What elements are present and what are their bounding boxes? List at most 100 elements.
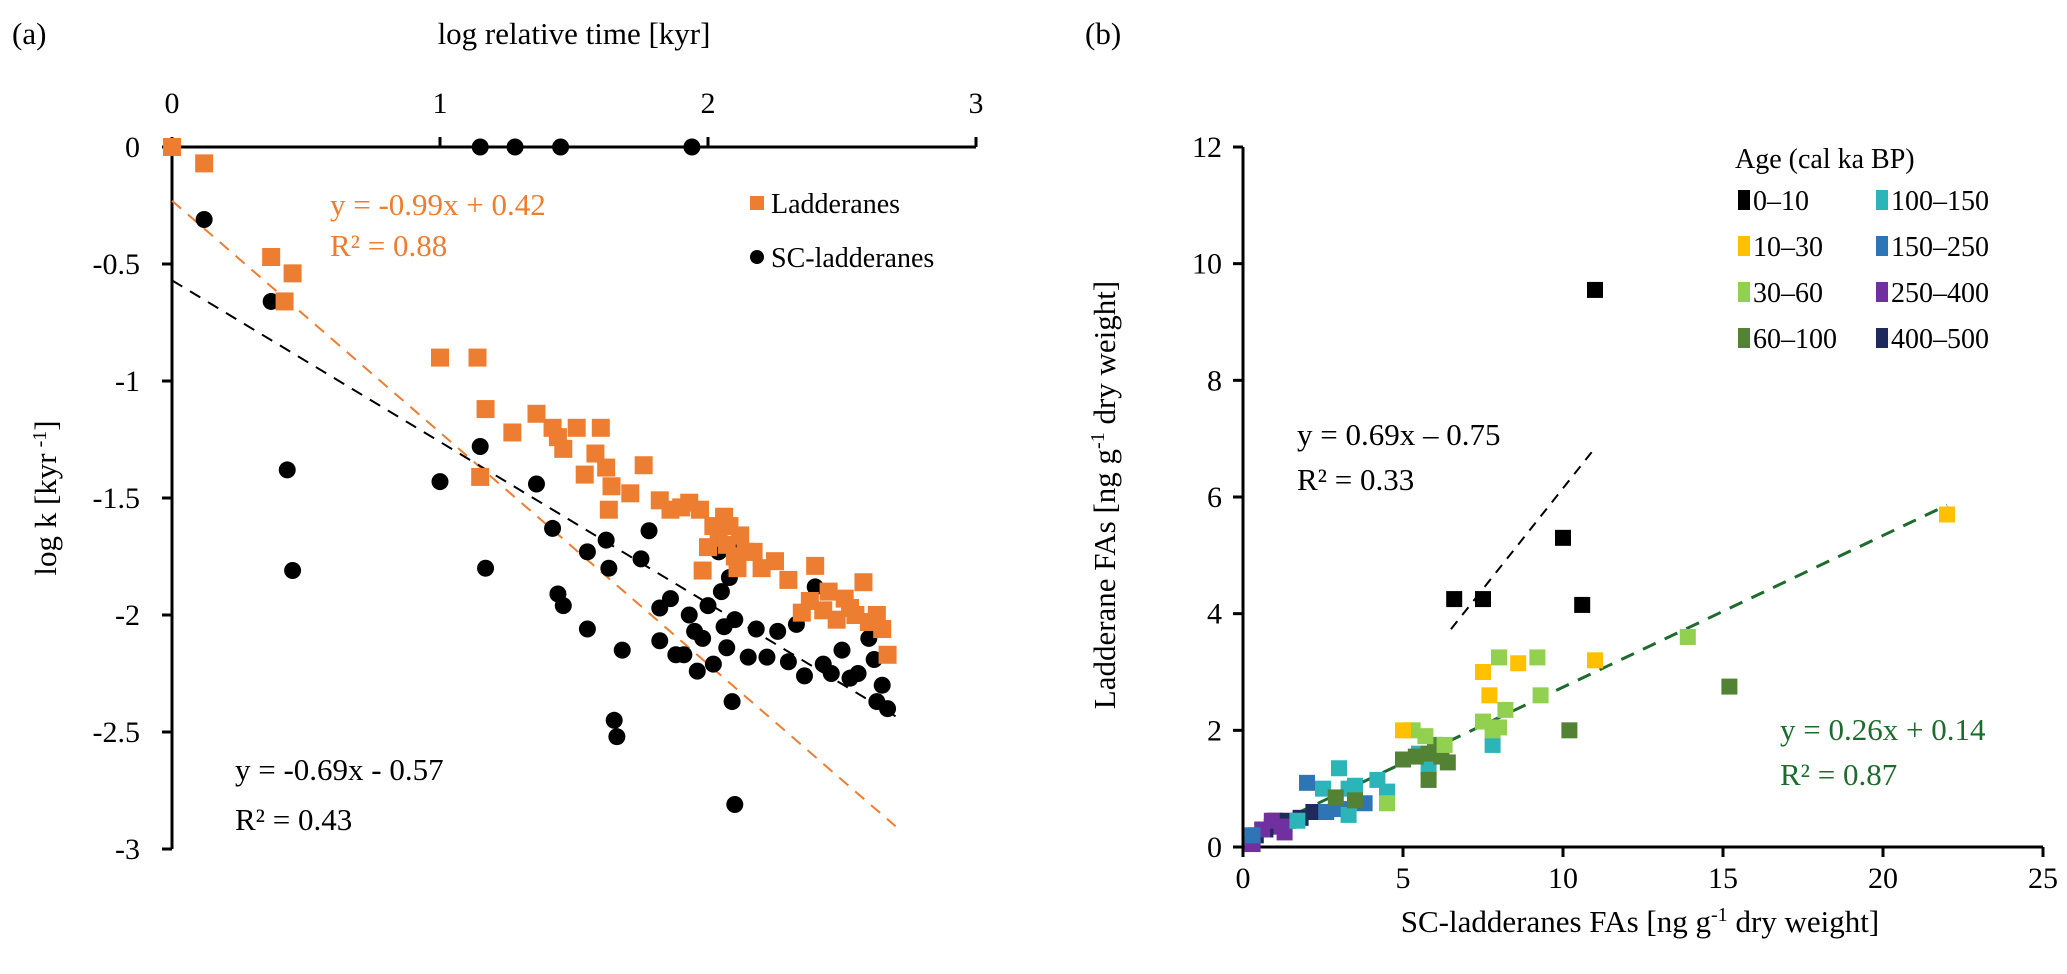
panel-b-x-tick-label: 15 [1708,862,1738,895]
panel-b-y-tick-label: 8 [1207,364,1222,397]
panel-b-point-10-30 [1587,652,1603,669]
panel-a-ladderanes-point [527,404,546,423]
panel-b-point-100-150 [1347,777,1363,794]
panel-a-sc-ladderanes-point [699,597,717,615]
panel-a-sc-ladderanes-point [597,531,615,549]
panel-a-sc-ladderanes-point [471,438,489,456]
panel-b-x-axis-title: SC-ladderanes FAs [ng g-1 dry weight] [1401,904,1879,939]
panel-a-sc-ladderanes-point [195,211,213,229]
panel-a-y-tick-label: -0.5 [93,248,141,281]
panel-a-sc-ladderanes-point [278,461,296,479]
panel-b-x-axis-title-end: dry weight] [1728,904,1880,939]
panel-b-x-axis-title-main: SC-ladderanes FAs [ng g [1401,904,1711,939]
panel-b-y-tick-label: 6 [1207,481,1222,514]
panel-b-point-60-100 [1407,748,1424,765]
panel-a-y-tick-label: 0 [125,131,140,164]
panel-a-sc-r2: R² = 0.43 [235,802,352,837]
panel-a-sc-ladderanes-point [704,655,722,673]
panel-b-x-axis-title-sup: -1 [1711,904,1728,926]
panel-a-sc-ladderanes-point [578,543,596,561]
panel-a-sc-ladderanes-point [640,522,658,540]
panel-b-point-30-60 [1436,736,1453,753]
panel-a-x-tick-label: 3 [969,87,984,120]
panel-a-x-tick-label: 2 [701,87,716,120]
panel-b-point-10-30 [1475,664,1491,680]
panel-a-sc-ladderanes-point [605,711,623,729]
panel-a-ladderanes-point [431,348,449,367]
panel-a-sc-ladderanes-point [262,292,280,310]
panel-a-sc-ladderanes-point [718,639,736,657]
panel-a-ladderanes-point [468,348,487,367]
panel-a-y-tick-label: -2 [115,599,140,632]
legend-ladderanes-label: Ladderanes [771,189,900,220]
panel-a-sc-ladderanes-point [694,629,712,647]
legend-label-10-30: 10–30 [1753,232,1823,263]
panel-b-point-150-250 [1299,774,1315,791]
legend-swatch-30-60 [1738,282,1750,302]
panel-a-ladderanes-point [275,292,294,311]
panel-a-ladderanes-point [195,154,214,173]
panel-b-point-250-400 [1273,818,1290,835]
panel-a-sc-ladderanes-point [578,620,596,638]
legend-sc-ladderanes-label: SC-ladderanes [771,243,934,274]
panel-a-sc-ladderanes-point [651,632,669,650]
panel-b-point-60-100 [1327,789,1344,806]
panel-b-point-30-60 [1679,629,1696,645]
panel-a-sc-ladderanes-point [779,653,797,671]
panel-a-sc-ladderanes-point [726,611,744,629]
panel-b-point-0-10 [1574,596,1591,613]
panel-a-sc-ladderanes-point [688,662,706,680]
panel-a-sc-ladderanes-point [632,550,650,568]
panel-a-sc-ladderanes-point [600,559,618,577]
panel-a-ladderanes-point [163,138,181,156]
panel-b-y-axis-title: Ladderane FAs [ng g-1 dry weight] [1087,281,1122,709]
panel-a-ladderanes-point [819,582,838,601]
panel-b-point-150-250 [1318,804,1335,820]
panel-a-ladderanes-point [731,526,750,545]
panel-b-point-30-60 [1497,701,1514,718]
panel-b-point-60-100 [1347,792,1363,809]
panel-a-sc-ladderanes-point [284,562,302,580]
panel-a-ladderanes-point [878,645,897,664]
panel-b-point-0-10 [1446,591,1463,608]
panel-b-point-10-30 [1395,722,1411,739]
panel-b-0-10-trendline [1450,447,1596,630]
panel-b-point-30-60 [1529,649,1546,666]
panel-a-ladderanes-point [744,542,763,561]
panel-b-point-60-100 [1395,751,1411,768]
panel-b-point-30-60 [1379,795,1395,812]
panel-a-ladderanes-point [575,465,594,484]
panel-a-ladderanes-point [779,570,798,589]
legend-label-30-60: 30–60 [1753,278,1823,309]
panel-a-axes: 0 1 2 3 0 -0.5 -1 -1.5 -2 -2.5 -3 [93,87,984,866]
panel-a-y-axis-title-main: log k [kyr [28,453,63,576]
panel-a-sc-ladderanes-point [471,138,489,156]
panel-b-axes: 0 5 10 15 20 25 0 2 4 6 8 10 12 [1192,131,2058,895]
panel-b-point-100-150 [1315,780,1331,797]
legend-label-400-500: 400–500 [1891,324,1989,355]
panel-b-point-100-150 [1340,806,1357,823]
legend-swatch-0-10 [1738,190,1750,210]
panel-a-sc-ladderanes-point [661,590,679,608]
panel-a-ladderanes-point [867,606,886,624]
panel-b-green-equation: y = 0.26x + 0.14 [1780,712,1986,747]
panel-a-y-axis-title-end: ] [28,420,63,430]
panel-a-sc-ladderanes-point [822,665,840,682]
panel-b-point-400-500 [1305,804,1322,820]
panel-a: (a) log relative time [kyr] log k [kyr -1… [12,16,984,866]
legend-label-0-10: 0–10 [1753,186,1809,217]
panel-a-sc-ladderanes-point [680,606,698,624]
panel-a-ladderanes-point [283,264,302,283]
legend-sc-ladderanes-marker [750,250,764,264]
panel-b-label: (b) [1085,16,1121,51]
panel-a-trendlines [171,200,897,828]
legend-swatch-100-150 [1876,190,1888,210]
panel-a-sc-ladderanes-point [758,648,776,666]
panel-b-point-10-30 [1510,655,1527,672]
panel-a-ladderanes-point [262,247,281,266]
panel-b-y-tick-label: 12 [1192,131,1222,164]
legend-swatch-400-500 [1876,328,1888,348]
legend-label-100-150: 100–150 [1891,186,1989,217]
panel-a-points [163,138,897,814]
